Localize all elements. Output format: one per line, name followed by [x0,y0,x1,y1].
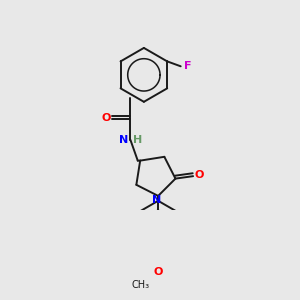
Text: N: N [152,195,162,205]
Text: F: F [184,61,192,71]
Text: O: O [194,170,204,180]
Text: H: H [133,135,142,145]
Text: N: N [119,135,128,145]
Text: CH₃: CH₃ [132,280,150,290]
Text: O: O [101,113,111,123]
Text: O: O [154,267,163,277]
